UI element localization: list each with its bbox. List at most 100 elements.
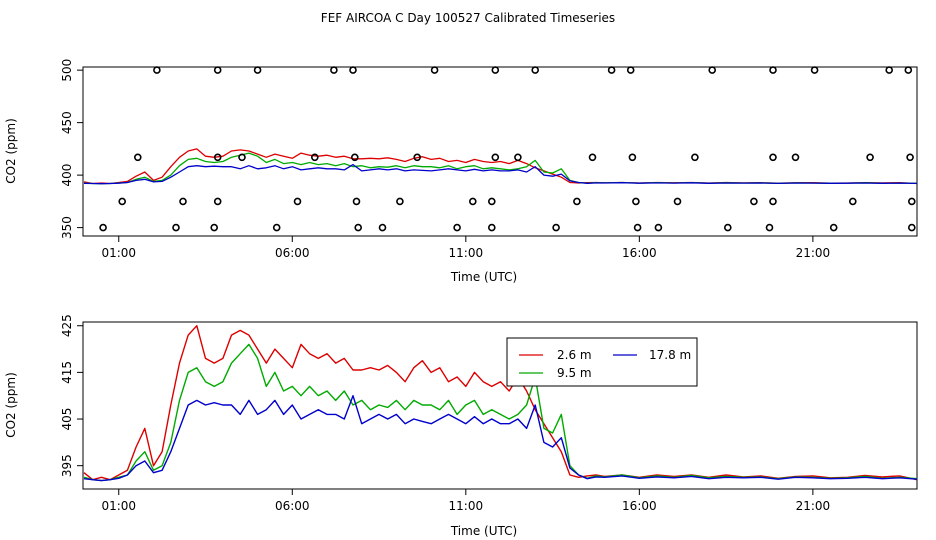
legend-box [506,337,698,387]
calibration-point [791,153,800,162]
calibration-point [904,66,913,74]
calibration-point [829,223,838,232]
calibration-point [810,66,819,74]
top-series-lines [83,148,918,185]
calibration-point [153,66,161,74]
calibration-point [632,197,640,206]
bottom-plot-frame [82,321,918,490]
legend-label-9-5m: 9.5 m [557,366,592,380]
top-x-tick-label: 16:00 [622,246,657,260]
top-plot-frame [82,66,918,237]
legend-label-17-8m: 17.8 m [649,348,691,362]
figure-title: FEF AIRCOA C Day 100527 Calibrated Times… [321,11,615,25]
calibration-point [253,66,262,74]
series-line-17-8m [83,395,918,482]
calibration-point [765,223,774,232]
calibration-point [99,223,107,232]
calibration-point [213,153,222,162]
top-x-axis-label: Time (UTC) [450,270,517,284]
calibration-point [310,153,319,162]
calibration-point [352,197,361,206]
calibration-point [349,66,357,74]
calibration-point [750,197,758,206]
calibration-point [491,66,500,74]
calibration-point [487,223,496,232]
calibration-point [588,153,597,162]
calibration-point [708,66,717,74]
calibration-point [238,153,246,162]
calibration-point [607,66,616,74]
calibration-point [396,197,404,206]
calibration-point [453,223,461,232]
calibration-point [330,66,338,74]
bottom-y-tick-label: 395 [60,454,74,477]
bottom-x-ticks: 01:00 06:00 11:00 16:00 21:00 [101,489,830,513]
calibration-point [179,197,187,206]
calibration-point [885,66,894,74]
bottom-y-ticks: 395 405 415 425 [60,314,83,477]
calibration-point [848,197,857,206]
top-calibration-points [99,66,916,232]
calibration-point [213,197,222,206]
calibration-point [552,223,560,232]
calibration-point [213,66,222,74]
calibration-point [673,197,682,206]
top-y-tick-label: 450 [60,111,74,134]
bottom-y-axis-label: CO2 (ppm) [4,372,18,438]
bottom-y-tick-label: 425 [60,314,74,337]
calibration-point [633,223,642,232]
calibration-point [907,197,916,206]
calibration-point [350,153,359,162]
calibration-point [573,197,581,206]
top-x-ticks: 01:00 06:00 11:00 16:00 21:00 [101,236,830,260]
calibration-point [413,153,422,162]
top-y-tick-label: 400 [60,164,74,187]
calibration-point [723,223,732,232]
calibration-point [430,66,439,74]
calibration-point [866,153,874,162]
bottom-x-axis-label: Time (UTC) [450,524,517,538]
calibration-point [272,223,281,232]
top-x-tick-label: 21:00 [796,246,831,260]
calibration-point [491,153,500,162]
series-line-9-5m [83,343,918,482]
top-x-tick-label: 01:00 [101,246,136,260]
calibration-point [769,197,777,206]
calibration-point [210,223,218,232]
bottom-panel: 01:00 06:00 11:00 16:00 21:00 395 405 415 425 T… [4,314,918,538]
calibration-point [118,197,126,206]
calibration-point [907,223,916,232]
calibration-point [531,66,540,74]
calibration-point [628,153,637,162]
calibration-point [906,153,914,162]
top-y-tick-label: 350 [60,216,74,239]
bottom-x-tick-label: 06:00 [275,499,310,513]
legend-label-2-6m: 2.6 m [557,348,592,362]
bottom-y-tick-label: 405 [60,408,74,431]
calibration-point [769,153,777,162]
top-y-tick-label: 500 [60,59,74,82]
calibration-point [487,197,496,206]
top-panel: 01:00 06:00 11:00 16:00 21:00 350 400 450 500 T… [4,59,918,284]
calibration-point [354,223,363,232]
bottom-x-tick-label: 21:00 [796,499,831,513]
top-y-ticks: 350 400 450 500 [60,59,83,239]
bottom-y-tick-label: 415 [60,361,74,384]
calibration-point [691,153,699,162]
calibration-point [293,197,302,206]
bottom-series-lines [83,325,918,482]
calibration-point [626,66,635,74]
top-series-line-17-8m [83,163,918,185]
top-x-tick-label: 06:00 [275,246,310,260]
calibration-point [514,153,522,162]
calibration-point [378,223,387,232]
calibration-point [172,223,180,232]
top-y-axis-label: CO2 (ppm) [4,118,18,184]
bottom-x-tick-label: 11:00 [449,499,484,513]
calibration-point [468,197,477,206]
top-x-tick-label: 11:00 [449,246,484,260]
calibration-point [134,153,142,162]
bottom-x-tick-label: 16:00 [622,499,657,513]
